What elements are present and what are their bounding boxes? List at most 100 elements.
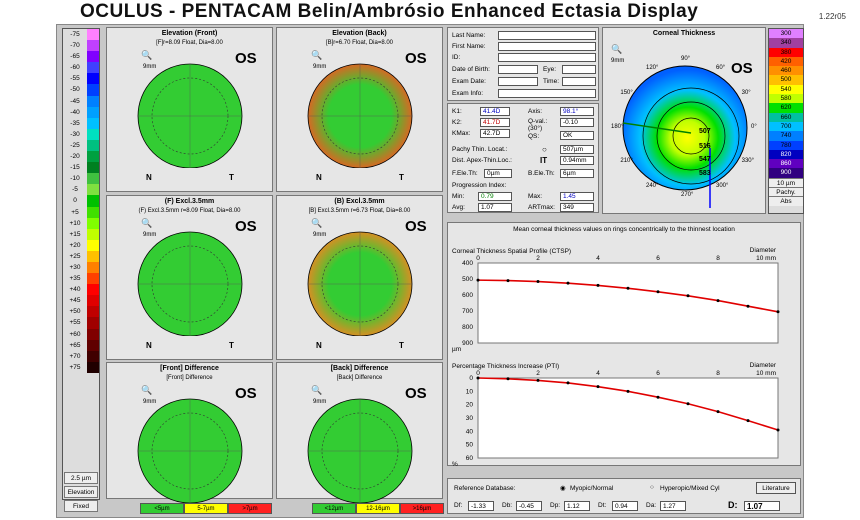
scale-swatch: [87, 261, 99, 274]
dt-value: 0.94: [612, 501, 638, 511]
ct-scale-cell: 420: [769, 56, 803, 67]
data-point: [596, 283, 600, 287]
zoom-icon[interactable]: 🔍: [141, 50, 153, 60]
ct-scale-cell: 860: [769, 159, 803, 169]
corneal-thickness-panel: Corneal Thickness OS 🔍 9mm 507 516 547 583 …: [602, 27, 766, 214]
y-tick-label: 900: [462, 340, 473, 347]
scale-swatch: [87, 106, 99, 118]
elevation-map[interactable]: [107, 28, 274, 168]
exam-info-field[interactable]: [498, 89, 596, 98]
id-field[interactable]: [498, 53, 596, 62]
chart-title: Corneal Thickness Spatial Profile (CTSP): [452, 248, 571, 255]
map-zoom: 9mm: [143, 64, 157, 70]
hyperopic-radio[interactable]: ○: [650, 484, 654, 491]
ct-angle-label: 240°: [646, 182, 659, 189]
zoom-icon[interactable]: 🔍: [141, 385, 153, 395]
y-tick-label: 60: [466, 455, 474, 462]
nasal-label: N: [316, 341, 322, 350]
legend-front-2: >7µm: [228, 503, 272, 514]
temporal-label: T: [229, 173, 234, 182]
nasal-label: N: [146, 341, 152, 350]
scale-label: -55: [70, 75, 80, 83]
eye-field[interactable]: [562, 65, 596, 74]
scale-label: +5: [71, 208, 79, 216]
scale-label: -15: [70, 164, 80, 172]
kmax-label: KMax:: [452, 130, 471, 137]
zoom-icon[interactable]: 🔍: [311, 50, 323, 60]
data-point: [716, 410, 720, 414]
fele-value: 0µm: [484, 169, 512, 178]
data-point: [776, 428, 780, 432]
literature-button[interactable]: Literature: [756, 482, 796, 494]
elevation-map-panel-0: Elevation (Front) [F]r=8.09 Float, Dia=8.…: [106, 27, 273, 192]
x-tick-label: 0: [476, 370, 480, 377]
axis-value: 98.1°: [560, 107, 594, 116]
scale-label: +75: [69, 363, 81, 371]
x-tick-label: 6: [656, 255, 660, 262]
map-title: Elevation (Front): [161, 30, 218, 37]
scale-label: +10: [69, 219, 81, 227]
zoom-icon[interactable]: 🔍: [311, 218, 323, 228]
scale-swatch: [87, 117, 99, 129]
scale-swatch: [87, 284, 99, 296]
y-tick-label: 50: [466, 442, 474, 449]
scale-label: -60: [70, 64, 80, 72]
elevation-map-panel-2: (F) Excl.3.5mm (F) Excl.3.5mm r=8.09 Floa…: [106, 195, 273, 360]
last-name-field[interactable]: [498, 31, 596, 40]
data-point: [716, 299, 720, 303]
x-tick-label: 4: [596, 370, 600, 377]
scale-label: -25: [70, 141, 80, 149]
bele-value: 6µm: [560, 169, 594, 178]
chart-xunit: 10 mm: [756, 255, 776, 262]
ct-scale-mode[interactable]: Pachy.: [769, 187, 803, 197]
ct-map[interactable]: [603, 28, 767, 215]
map-zoom: 9mm: [143, 232, 157, 238]
data-point: [476, 278, 480, 282]
ct-scale-cell: 300: [769, 29, 803, 39]
data-point: [506, 377, 510, 381]
map-eye: OS: [235, 218, 257, 235]
elevation-map[interactable]: [277, 363, 444, 503]
scale-mode-button[interactable]: Elevation: [64, 486, 98, 498]
elevation-map[interactable]: [107, 196, 274, 336]
exam-date-label: Exam Date:: [452, 78, 486, 85]
zoom-icon[interactable]: 🔍: [141, 218, 153, 228]
dp-label: Dp:: [550, 502, 561, 509]
first-name-field[interactable]: [498, 42, 596, 51]
time-field[interactable]: [562, 77, 596, 86]
zoom-icon[interactable]: 🔍: [311, 385, 323, 395]
version-label: 1.22r05: [818, 12, 846, 21]
eye-label: Eye:: [543, 66, 557, 73]
scale-label: -10: [70, 175, 80, 183]
k1-label: K1:: [452, 108, 462, 115]
elevation-map[interactable]: [107, 363, 274, 503]
elevation-map[interactable]: [277, 28, 444, 168]
elevation-map[interactable]: [277, 196, 444, 336]
myopic-radio[interactable]: ◉: [560, 485, 566, 492]
y-tick-label: 20: [466, 402, 474, 409]
exam-date-field[interactable]: [498, 77, 538, 86]
map-eye: OS: [235, 50, 257, 67]
map-zoom: 9mm: [313, 64, 327, 70]
y-tick-label: 800: [462, 324, 473, 331]
ct-title: Corneal Thickness: [652, 30, 716, 37]
ct-scale-step[interactable]: 10 µm: [769, 177, 803, 188]
map-title: [Front] Difference: [160, 365, 219, 372]
scale-swatch: [87, 29, 99, 41]
scale-label: +50: [69, 308, 81, 316]
data-point: [476, 376, 480, 380]
scale-swatch: [87, 95, 99, 107]
scale-step-button[interactable]: 2.5 µm: [64, 472, 98, 484]
ct-angle-label: 60°: [716, 65, 726, 72]
x-tick-label: 6: [656, 370, 660, 377]
ct-scale-cell: 340: [769, 38, 803, 48]
da-label: Da:: [646, 502, 657, 509]
circle-icon: ○: [542, 145, 547, 154]
zoom-icon[interactable]: 🔍: [611, 44, 623, 54]
scale-swatch: [87, 206, 99, 218]
dob-field[interactable]: [498, 65, 538, 74]
scale-type-button[interactable]: Fixed: [64, 500, 98, 512]
ct-scale-type[interactable]: Abs: [769, 196, 803, 206]
data-point: [506, 279, 510, 283]
ct-angle-label: 0°: [751, 124, 757, 130]
